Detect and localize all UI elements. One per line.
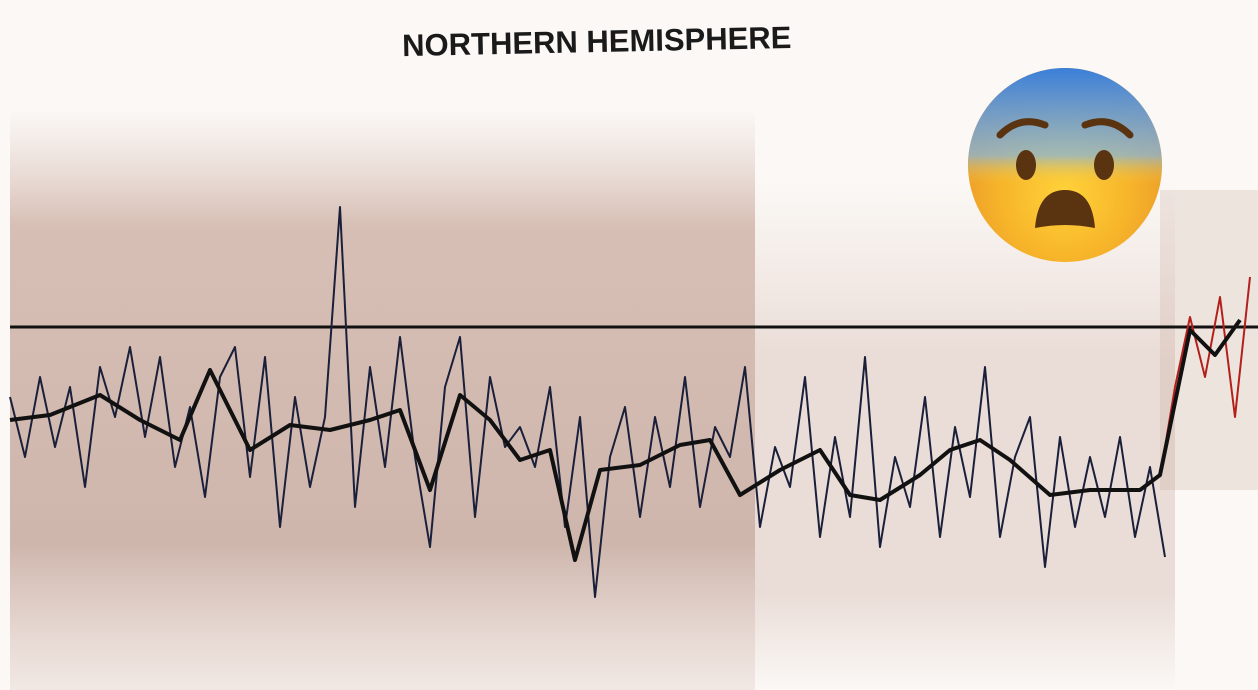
emoji-eye [1016,150,1036,180]
emoji-eye [1094,150,1114,180]
emoji-mouth [1035,190,1095,228]
series-line [1159,276,1251,478]
background-band [755,180,1175,690]
emoji-brow [1081,118,1134,139]
background-band [10,110,755,690]
series-line [9,206,1166,598]
plot-area [9,206,1258,598]
emoji-fear [968,68,1162,262]
chart-title: NORTHERN HEMISPHERE [402,20,792,63]
emoji [968,68,1162,262]
emoji-brow [996,118,1049,139]
series-line [9,318,1242,562]
background-band [1160,190,1258,490]
